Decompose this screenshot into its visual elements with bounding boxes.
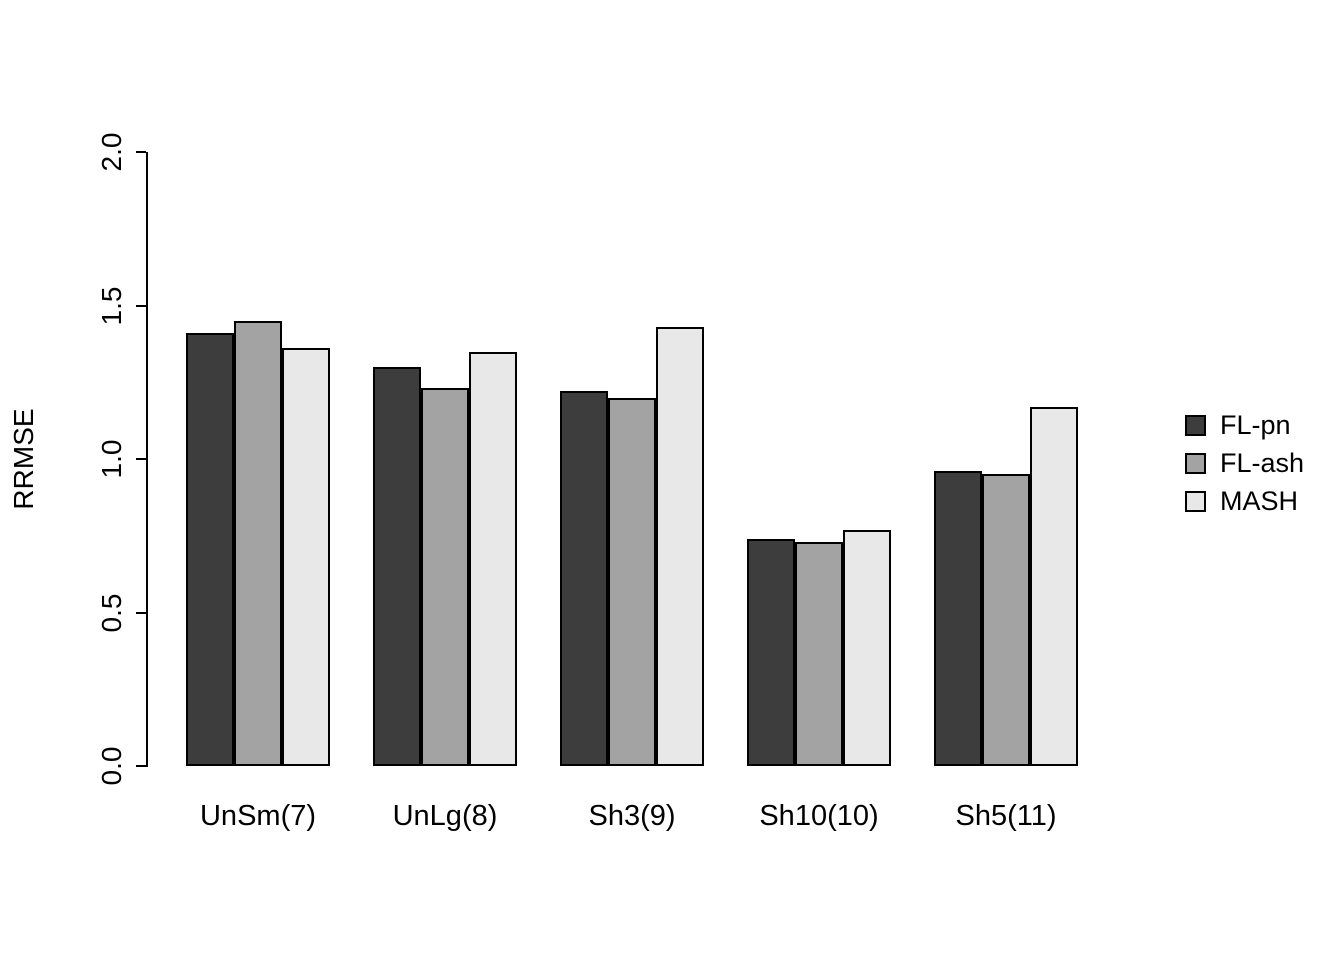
legend-label: MASH: [1220, 485, 1299, 516]
x-axis-label-sh10(10): Sh10(10): [759, 800, 879, 832]
y-tick: [136, 458, 146, 460]
bar-fl-ash-unlg(8): [421, 388, 469, 766]
bar-fl-pn-sh3(9): [560, 391, 608, 766]
legend-swatch-icon: [1185, 452, 1206, 474]
x-axis-label-unlg(8): UnLg(8): [392, 800, 498, 832]
y-axis-title: RRMSE: [8, 408, 39, 510]
y-tick-label: 0.5: [96, 593, 127, 632]
x-axis-label-unsm(7): UnSm(7): [199, 800, 317, 832]
legend-label: FL-ash: [1220, 447, 1305, 478]
bar-fl-pn-unlg(8): [373, 366, 421, 766]
legend: FL-pn FL-ash MASH: [1185, 406, 1304, 520]
bar-mash-sh10(10): [843, 529, 891, 766]
legend-label: FL-pn: [1220, 409, 1291, 440]
y-axis-line: [146, 152, 148, 767]
bar-mash-unlg(8): [469, 351, 517, 766]
y-tick-label: 0.0: [96, 746, 127, 786]
bar-mash-sh5(11): [1030, 406, 1078, 766]
bar-fl-pn-sh10(10): [747, 538, 795, 766]
bar-fl-ash-unsm(7): [234, 320, 282, 766]
y-tick: [136, 765, 146, 767]
x-axis-label-sh5(11): Sh5(11): [955, 800, 1057, 832]
legend-entry-fl-ash: FL-ash: [1185, 444, 1304, 482]
x-axis-label-sh3(9): Sh3(9): [588, 800, 676, 832]
y-tick-label: 2.0: [96, 132, 127, 172]
y-tick: [136, 611, 146, 614]
legend-swatch-icon: [1185, 414, 1206, 436]
bar-fl-ash-sh5(11): [982, 474, 1030, 766]
bar-mash-sh3(9): [656, 326, 704, 766]
legend-entry-fl-pn: FL-pn: [1185, 406, 1304, 444]
y-tick: [136, 304, 146, 307]
y-tick-label: 1.5: [96, 286, 127, 325]
y-tick: [136, 151, 146, 153]
bar-mash-unsm(7): [282, 348, 330, 766]
y-tick-label: 1.0: [96, 439, 127, 479]
legend-swatch-icon: [1185, 490, 1206, 512]
bar-fl-ash-sh10(10): [795, 541, 843, 766]
bar-fl-pn-unsm(7): [186, 333, 234, 766]
bar-fl-ash-sh3(9): [608, 397, 656, 766]
bar-fl-pn-sh5(11): [934, 471, 982, 766]
legend-entry-mash: MASH: [1185, 482, 1304, 520]
